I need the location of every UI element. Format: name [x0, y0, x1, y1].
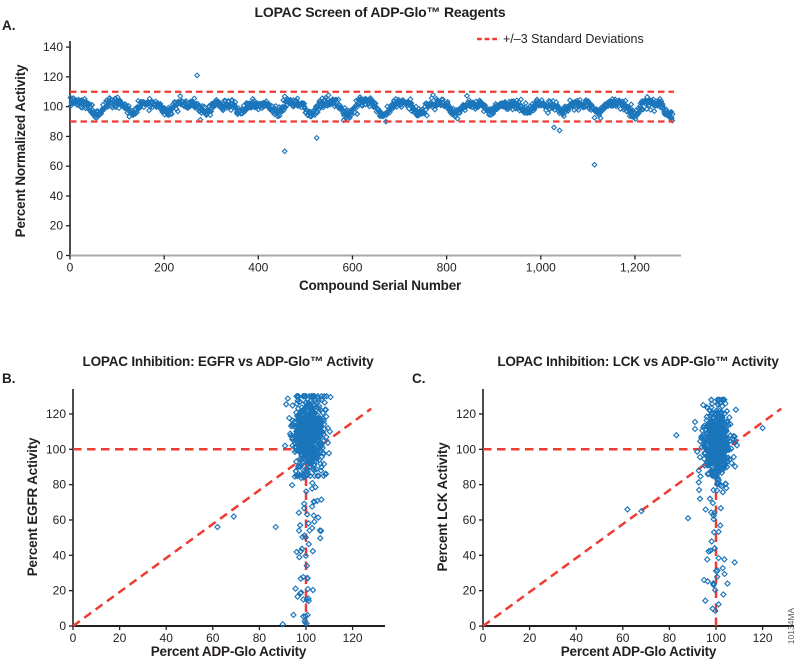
legend-label: +/–3 Standard Deviations: [503, 32, 644, 46]
svg-text:40: 40: [570, 631, 584, 645]
svg-text:80: 80: [663, 631, 677, 645]
svg-text:80: 80: [50, 129, 64, 143]
svg-text:100: 100: [706, 631, 726, 645]
svg-text:40: 40: [53, 548, 67, 562]
svg-text:200: 200: [154, 261, 174, 275]
svg-text:1,200: 1,200: [620, 261, 650, 275]
svg-text:400: 400: [248, 261, 268, 275]
panel-a-title: LOPAC Screen of ADP-Glo™ Reagents: [254, 4, 506, 20]
panel-c-x-axis-label: Percent ADP-Glo Activity: [560, 644, 717, 659]
svg-text:100: 100: [46, 442, 66, 456]
svg-text:0: 0: [469, 619, 476, 633]
svg-text:40: 40: [463, 548, 477, 562]
svg-text:140: 140: [43, 40, 63, 54]
svg-text:0: 0: [56, 249, 63, 263]
svg-text:60: 60: [53, 513, 67, 527]
panel-b-x-axis-label: Percent ADP-Glo Activity: [150, 644, 307, 659]
svg-text:1,000: 1,000: [526, 261, 556, 275]
panel-c-letter: C.: [412, 371, 426, 386]
svg-text:20: 20: [463, 584, 477, 598]
panel-b-y-axis-label: Percent EGFR Activity: [25, 437, 40, 577]
svg-text:0: 0: [59, 619, 66, 633]
svg-text:60: 60: [206, 631, 220, 645]
svg-text:20: 20: [50, 219, 64, 233]
svg-text:800: 800: [437, 261, 457, 275]
svg-text:20: 20: [53, 584, 67, 598]
svg-text:40: 40: [50, 189, 64, 203]
svg-text:120: 120: [43, 70, 63, 84]
figure-id-watermark: 10134MA: [786, 607, 796, 645]
svg-text:40: 40: [160, 631, 174, 645]
panel-b-title: LOPAC Inhibition: EGFR vs ADP-Glo™ Activ…: [82, 354, 374, 369]
svg-text:20: 20: [113, 631, 127, 645]
svg-text:60: 60: [50, 159, 64, 173]
svg-text:60: 60: [616, 631, 630, 645]
svg-text:80: 80: [253, 631, 267, 645]
svg-text:0: 0: [480, 631, 487, 645]
panel-c-y-axis-label: Percent LCK Activity: [435, 442, 450, 572]
svg-text:600: 600: [342, 261, 362, 275]
panel-a-letter: A.: [2, 18, 16, 33]
panel-a-y-axis-label: Percent Normalized Activity: [13, 64, 28, 238]
svg-text:100: 100: [296, 631, 316, 645]
panel-b-letter: B.: [2, 371, 16, 386]
svg-text:120: 120: [343, 631, 363, 645]
svg-text:120: 120: [753, 631, 773, 645]
svg-text:120: 120: [456, 407, 476, 421]
svg-text:80: 80: [53, 478, 67, 492]
svg-text:20: 20: [523, 631, 537, 645]
svg-text:80: 80: [463, 478, 477, 492]
svg-text:100: 100: [456, 442, 476, 456]
panel-c-title: LOPAC Inhibition: LCK vs ADP-Glo™ Activi…: [497, 354, 779, 369]
svg-text:0: 0: [67, 261, 74, 275]
svg-text:60: 60: [463, 513, 477, 527]
svg-text:120: 120: [46, 407, 66, 421]
svg-text:0: 0: [70, 631, 77, 645]
panel-a-x-axis-label: Compound Serial Number: [298, 278, 462, 293]
svg-text:100: 100: [43, 100, 63, 114]
